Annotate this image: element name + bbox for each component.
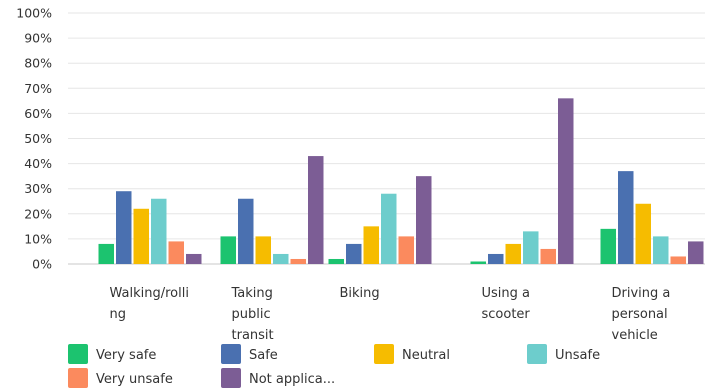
legend-swatch-unsafe <box>527 344 547 364</box>
bar-very-safe <box>220 236 236 264</box>
bars-layer <box>98 98 704 264</box>
legend-label-very-safe: Very safe <box>96 348 156 363</box>
bar-not-applica <box>308 156 324 264</box>
legend-label-safe: Safe <box>249 348 278 363</box>
bar-not-applica <box>416 176 432 264</box>
x-axis-labels: Walking/rolli ng Taking public transit Biking… <box>110 286 671 343</box>
bar-safe <box>346 243 362 264</box>
legend-label-very-unsafe: Very unsafe <box>96 372 173 387</box>
bar-neutral <box>363 226 379 264</box>
x-category-label: Walking/rolli <box>110 286 189 301</box>
legend-swatch-safe <box>221 344 241 364</box>
x-category-label: transit <box>232 328 274 343</box>
bar-very-safe <box>98 243 114 264</box>
x-category-label: Driving a <box>612 286 671 301</box>
bar-very-safe <box>600 228 616 264</box>
bar-neutral <box>133 208 149 264</box>
bar-neutral <box>635 203 651 264</box>
bar-not-applica <box>186 253 202 264</box>
y-tick-label: 30% <box>24 181 52 196</box>
bar-neutral <box>505 243 521 264</box>
y-tick-label: 60% <box>24 106 52 121</box>
x-category-label: public <box>232 307 271 322</box>
x-category-label: Biking <box>340 286 380 301</box>
y-tick-label: 70% <box>24 81 52 96</box>
legend: Very safe Safe Neutral Unsafe Very unsafe Not… <box>68 344 600 388</box>
y-tick-label: 0% <box>32 257 52 272</box>
bar-safe <box>116 191 132 264</box>
y-tick-label: 100% <box>16 6 52 21</box>
legend-label-unsafe: Unsafe <box>555 348 600 363</box>
x-category-label: personal <box>612 307 668 322</box>
bar-not-applica <box>558 98 574 264</box>
x-category-label: ng <box>110 307 127 322</box>
x-category-label: Taking <box>231 286 273 301</box>
bar-unsafe <box>151 198 167 264</box>
bar-not-applica <box>688 241 704 264</box>
y-tick-label: 50% <box>24 131 52 146</box>
bar-very-safe <box>328 258 344 264</box>
bar-safe <box>488 253 504 264</box>
x-category-label: scooter <box>482 307 531 322</box>
bar-unsafe <box>381 193 397 264</box>
bar-very-unsafe <box>168 241 184 264</box>
legend-swatch-very-unsafe <box>68 368 88 388</box>
y-tick-label: 10% <box>24 231 52 246</box>
legend-label-not-applica: Not applica... <box>249 372 335 387</box>
legend-swatch-neutral <box>374 344 394 364</box>
bar-safe <box>618 171 634 264</box>
legend-swatch-very-safe <box>68 344 88 364</box>
y-tick-label: 90% <box>24 31 52 46</box>
y-tick-label: 80% <box>24 56 52 71</box>
bar-unsafe <box>523 231 539 264</box>
bar-unsafe <box>653 236 669 264</box>
bar-safe <box>238 198 254 264</box>
y-tick-label: 40% <box>24 156 52 171</box>
y-tick-label: 20% <box>24 206 52 221</box>
y-axis-ticks: 0% 10% 20% 30% 40% 50% 60% 70% 80% 90% 100% <box>16 6 52 272</box>
bar-very-unsafe <box>540 248 556 264</box>
bar-very-safe <box>470 261 486 264</box>
bar-very-unsafe <box>398 236 414 264</box>
bar-neutral <box>255 236 271 264</box>
x-category-label: Using a <box>482 286 531 301</box>
x-category-label: vehicle <box>612 328 658 343</box>
bar-very-unsafe <box>670 256 686 264</box>
bar-very-unsafe <box>290 258 306 264</box>
bar-unsafe <box>273 253 289 264</box>
legend-label-neutral: Neutral <box>402 348 450 363</box>
legend-swatch-not-applica <box>221 368 241 388</box>
